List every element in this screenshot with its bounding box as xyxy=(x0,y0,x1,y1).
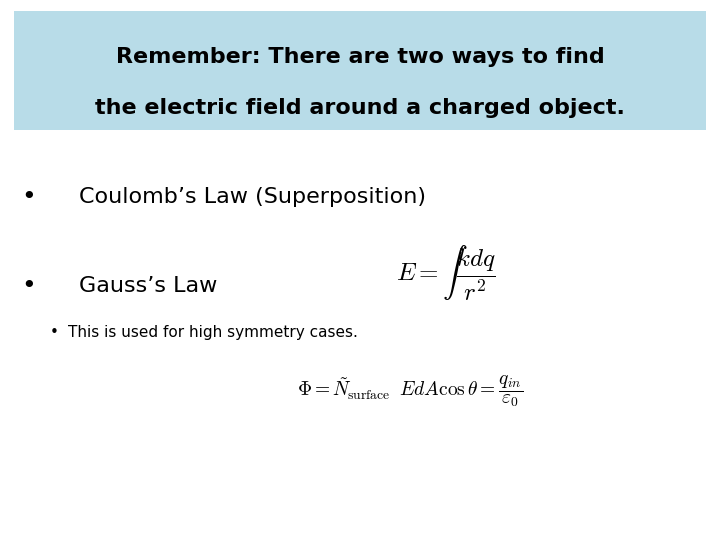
Text: This is used for high symmetry cases.: This is used for high symmetry cases. xyxy=(68,325,359,340)
Text: $\Phi = \tilde{N}_{\!\mathrm{surface}} \;\; EdA\cos\theta = \dfrac{q_{in}}{\vare: $\Phi = \tilde{N}_{\!\mathrm{surface}} \… xyxy=(297,374,523,409)
Text: $E = \int \dfrac{kdq}{r^2}$: $E = \int \dfrac{kdq}{r^2}$ xyxy=(397,242,496,303)
Text: Coulomb’s Law (Superposition): Coulomb’s Law (Superposition) xyxy=(79,187,426,207)
Text: Gauss’s Law: Gauss’s Law xyxy=(79,276,217,296)
Text: •: • xyxy=(50,325,58,340)
Text: •: • xyxy=(22,185,36,209)
Text: •: • xyxy=(22,274,36,298)
Text: the electric field around a charged object.: the electric field around a charged obje… xyxy=(95,98,625,118)
Text: Remember: There are two ways to find: Remember: There are two ways to find xyxy=(116,46,604,67)
Bar xyxy=(14,11,706,130)
